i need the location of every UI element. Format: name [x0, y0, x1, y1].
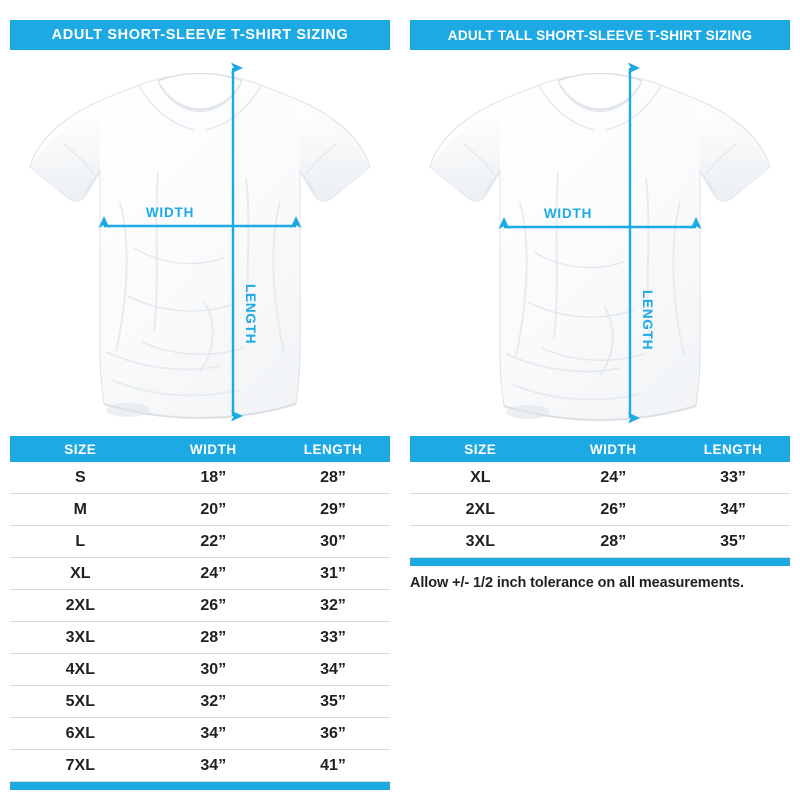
length-label-adult: LENGTH	[243, 284, 258, 344]
table-row: S 18” 28”	[10, 462, 390, 494]
cell-size: 4XL	[65, 660, 95, 678]
panel-title-bar-adult-tall: ADULT TALL SHORT-SLEEVE T-SHIRT SIZING	[410, 20, 790, 50]
cell-size: L	[75, 532, 86, 550]
tshirt-silhouette-adult-tall	[429, 72, 771, 422]
tolerance-note-adult: Allow +/- 1/2 inch tolerance on all meas…	[10, 790, 390, 800]
cell-length: 32”	[320, 596, 346, 614]
cell-length: 41”	[320, 756, 346, 774]
size-table-header-adult: SIZE WIDTH LENGTH	[10, 436, 390, 462]
column-header-width: WIDTH	[589, 441, 637, 457]
table-row: 3XL 28” 35”	[410, 526, 790, 558]
table-row: 5XL 32” 35”	[10, 686, 390, 718]
column-header-length: LENGTH	[703, 441, 763, 457]
panel-title-bar-adult: ADULT SHORT-SLEEVE T-SHIRT SIZING	[10, 20, 390, 50]
tolerance-note-adult-tall: Allow +/- 1/2 inch tolerance on all meas…	[410, 575, 744, 591]
cell-length: 31”	[320, 564, 346, 582]
table-row: 4XL 30” 34”	[10, 654, 390, 686]
cell-size: XL	[470, 468, 491, 486]
cell-size: XL	[70, 564, 91, 582]
table-row: XL 24” 33”	[410, 462, 790, 494]
cell-length: 34”	[720, 500, 746, 518]
cell-size: 6XL	[65, 724, 95, 742]
tshirt-diagram-adult-tall: WIDTH LENGTH	[408, 52, 792, 428]
cell-size: 7XL	[65, 756, 95, 774]
cell-size: 3XL	[465, 532, 495, 550]
table-row: XL 24” 31”	[10, 558, 390, 590]
cell-length: 30”	[320, 532, 346, 550]
cell-length: 29”	[320, 500, 346, 518]
cell-width: 34”	[200, 756, 227, 774]
table-row: 2XL 26” 32”	[10, 590, 390, 622]
cell-length: 28”	[320, 468, 346, 486]
cell-length: 35”	[720, 532, 746, 550]
cell-width: 24”	[600, 468, 627, 486]
width-label-adult: WIDTH	[146, 205, 194, 220]
cell-length: 33”	[320, 628, 346, 646]
cell-size: 2XL	[65, 596, 95, 614]
cell-width: 26”	[600, 500, 627, 518]
cell-length: 33”	[720, 468, 746, 486]
table-row: 6XL 34” 36”	[10, 718, 390, 750]
column-header-width: WIDTH	[189, 441, 237, 457]
cell-width: 32”	[200, 692, 227, 710]
tshirt-diagram-adult: WIDTH LENGTH	[8, 52, 392, 428]
table-row: 7XL 34” 41”	[10, 750, 390, 782]
tshirt-silhouette-adult	[29, 72, 371, 420]
cell-width: 28”	[200, 628, 227, 646]
table-row: M 20” 29”	[10, 494, 390, 526]
column-header-size: SIZE	[64, 441, 97, 457]
panel-adult-tall-sizing: ADULT TALL SHORT-SLEEVE T-SHIRT SIZING	[400, 0, 800, 800]
table-footer-bar-adult	[10, 782, 390, 790]
panel-adult-sizing: ADULT SHORT-SLEEVE T-SHIRT SIZING	[8, 20, 392, 800]
cell-width: 20”	[200, 500, 227, 518]
table-row: 3XL 28” 33”	[10, 622, 390, 654]
cell-size: 2XL	[465, 500, 495, 518]
cell-width: 18”	[200, 468, 227, 486]
cell-length: 34”	[320, 660, 346, 678]
length-label-adult-tall: LENGTH	[640, 290, 655, 350]
cell-size: M	[73, 500, 87, 518]
cell-length: 35”	[320, 692, 346, 710]
cell-width: 34”	[200, 724, 227, 742]
cell-size: 5XL	[65, 692, 95, 710]
cell-length: 36”	[320, 724, 346, 742]
size-table-adult-tall: SIZE WIDTH LENGTH XL 24” 33” 2XL 26” 34”…	[410, 436, 790, 591]
width-label-adult-tall: WIDTH	[544, 206, 592, 221]
size-table-adult: SIZE WIDTH LENGTH S 18” 28” M 20” 29” L …	[10, 436, 390, 800]
cell-width: 26”	[200, 596, 227, 614]
cell-width: 28”	[600, 532, 627, 550]
column-header-size: SIZE	[464, 441, 497, 457]
cell-size: S	[74, 468, 86, 486]
panel-title-adult-tall: ADULT TALL SHORT-SLEEVE T-SHIRT SIZING	[447, 27, 753, 43]
cell-size: 3XL	[65, 628, 95, 646]
table-row: L 22” 30”	[10, 526, 390, 558]
table-row: 2XL 26” 34”	[410, 494, 790, 526]
cell-width: 30”	[200, 660, 227, 678]
cell-width: 24”	[200, 564, 227, 582]
cell-width: 22”	[200, 532, 227, 550]
panel-title-adult: ADULT SHORT-SLEEVE T-SHIRT SIZING	[51, 27, 349, 43]
column-header-length: LENGTH	[303, 441, 363, 457]
table-footer-bar-adult-tall	[410, 558, 790, 566]
size-table-header-adult-tall: SIZE WIDTH LENGTH	[410, 436, 790, 462]
